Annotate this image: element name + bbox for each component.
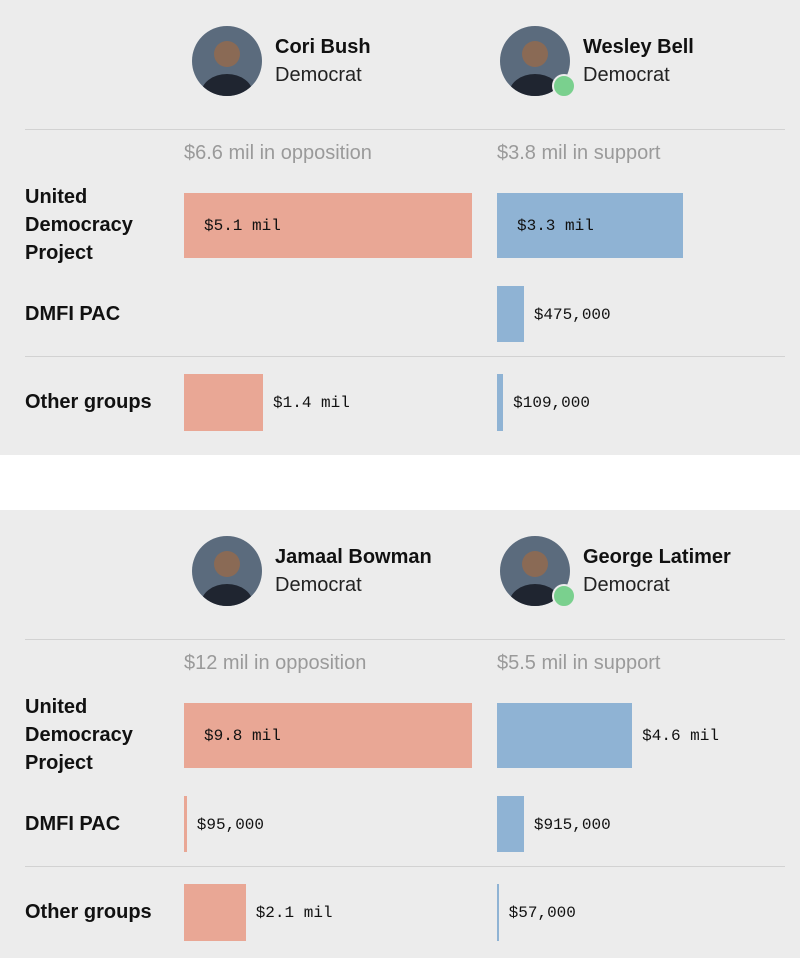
bar: [497, 192, 684, 258]
bar: [184, 373, 264, 431]
winner-check: [552, 74, 576, 98]
candidate-name: Wesley Bell: [583, 36, 694, 58]
candidate-name: Cori Bush: [275, 36, 371, 58]
bar: [497, 373, 504, 431]
bar: [184, 192, 472, 258]
value-label: $9.8 mil: [204, 727, 281, 745]
bar: [184, 883, 246, 941]
candidate-party: Democrat: [583, 64, 670, 86]
value-label: $475,000: [533, 306, 611, 324]
silhouette: [509, 41, 561, 96]
total-label: $3.8 mil in support: [497, 142, 661, 164]
value-label: $2.1 mil: [255, 904, 333, 922]
value-label: $109,000: [513, 394, 590, 412]
total-label: $12 mil in opposition: [184, 652, 367, 674]
bar: [184, 702, 472, 768]
value-label: $5.1 mil: [204, 217, 281, 235]
category-label: Other groups: [25, 391, 152, 413]
silhouette: [509, 551, 561, 606]
divider: [25, 356, 785, 357]
candidate-name: Jamaal Bowman: [275, 546, 432, 568]
candidate-photo: [192, 26, 262, 96]
category-label: DMFI PAC: [25, 303, 121, 325]
bar: [184, 796, 187, 852]
category-label: DMFI PAC: [25, 813, 121, 835]
winner-check: [552, 584, 576, 608]
value-label: $3.3 mil: [517, 217, 594, 235]
bar: [497, 883, 499, 941]
panel: United Democracy Project DMFI PAC Other gr…: [0, 0, 800, 455]
value-label: $57,000: [508, 904, 576, 922]
silhouette: [201, 41, 253, 96]
candidate-photo: [192, 536, 262, 606]
category-label: United Democracy Project: [25, 696, 133, 774]
value-label: $95,000: [196, 816, 264, 834]
bar: [497, 702, 633, 768]
silhouette: [201, 551, 253, 606]
divider: [25, 866, 785, 867]
panel: United Democracy Project DMFI PAC Other gr…: [0, 510, 800, 958]
candidate-name: George Latimer: [583, 546, 731, 568]
total-label: $6.6 mil in opposition: [184, 142, 372, 164]
bar: [497, 286, 524, 342]
value-label: $915,000: [533, 816, 611, 834]
total-label: $5.5 mil in support: [497, 652, 661, 674]
value-label: $4.6 mil: [642, 727, 719, 745]
candidate-party: Democrat: [275, 574, 362, 596]
candidate-party: Democrat: [275, 64, 362, 86]
bar: [497, 796, 524, 852]
candidate-party: Democrat: [583, 574, 670, 596]
category-label: Other groups: [25, 901, 152, 923]
divider: [25, 639, 785, 640]
divider: [25, 129, 785, 130]
value-label: $1.4 mil: [273, 394, 350, 412]
category-label: United Democracy Project: [25, 186, 133, 264]
